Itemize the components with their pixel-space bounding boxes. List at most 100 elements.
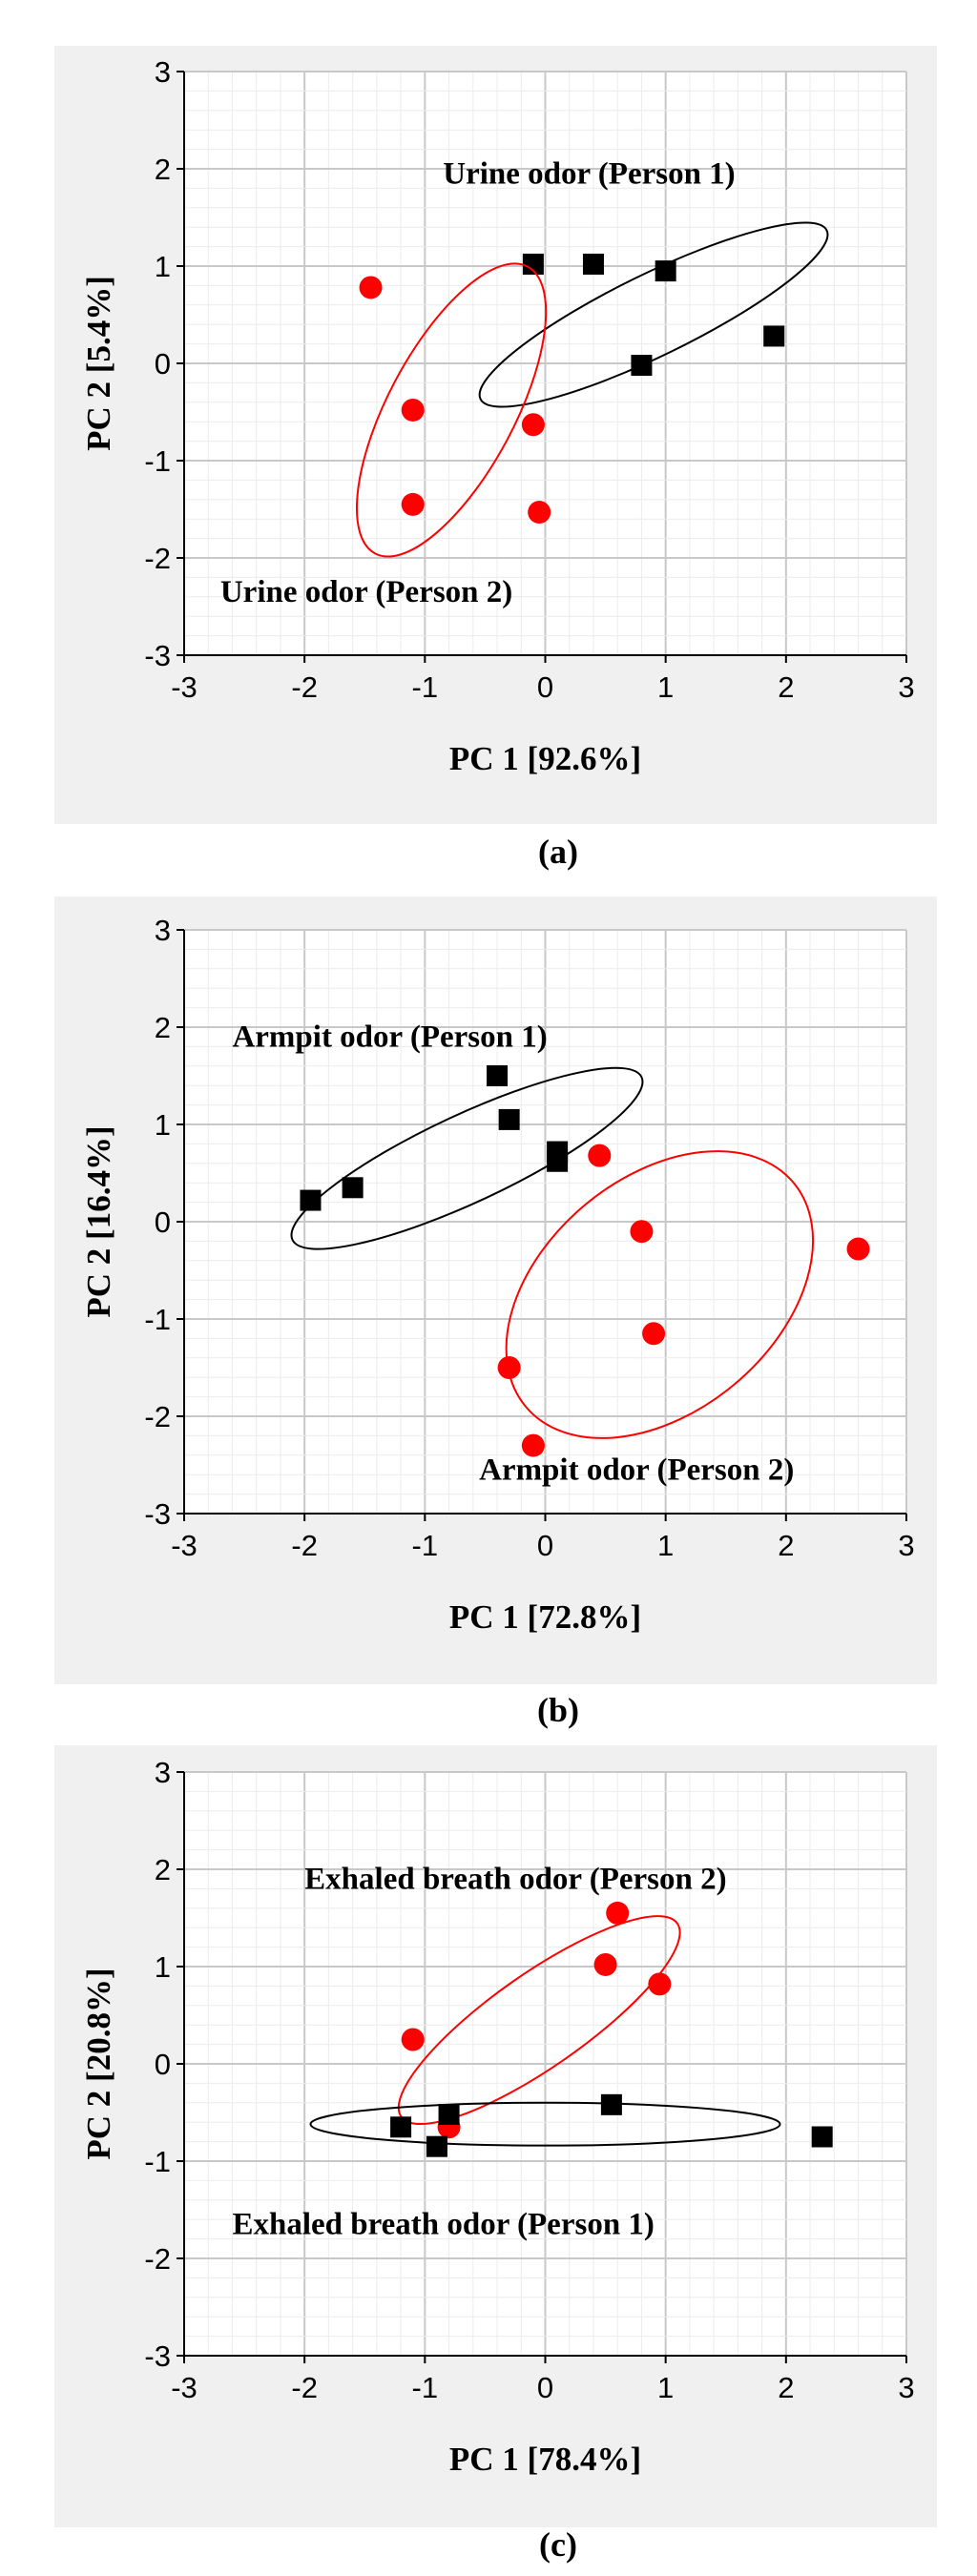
chart-panel-1: -3 -2 -1 0 1 2 3 -3 -2 -1 0 1 2 3 PC 1 [72.8%] PC 2 [16… [54,896,937,1729]
x-tick-label: -1 [412,1529,439,1562]
cluster-annotation: Armpit odor (Person 1) [232,1020,547,1054]
x-tick-label: 0 [537,1529,553,1562]
data-point-square [600,2093,622,2115]
data-point-circle [401,2028,425,2051]
data-point-circle [846,1237,870,1261]
series-1 [309,2093,833,2157]
x-axis-label: PC 1 [72.8%] [449,1598,641,1636]
series-1 [355,262,551,558]
data-point-circle [606,1901,630,1925]
y-tick-label: 2 [155,1853,171,1886]
y-tick-label: -3 [144,639,171,672]
data-point-square [438,2104,460,2126]
data-point-square [390,2116,412,2138]
y-tick-label: 3 [155,914,171,947]
data-point-circle [401,398,425,422]
series-0 [290,1065,644,1250]
chart-panel-0: -3 -2 -1 0 1 2 3 -3 -2 -1 0 1 2 3 PC 1 [92.6%] PC 2 [5.… [54,46,937,871]
x-tick-label: 1 [657,1529,674,1562]
y-tick-label: 0 [155,1206,171,1239]
data-point-square [631,355,653,377]
cluster-annotation: Exhaled breath odor (Person 1) [232,2208,654,2242]
series-1 [497,1144,870,1457]
x-tick-label: -1 [412,2371,439,2404]
data-point-square [655,260,676,282]
y-tick-label: 1 [155,1950,171,1984]
x-axis-label: PC 1 [78.4%] [449,2441,641,2478]
y-tick-label: 0 [155,2048,171,2081]
y-tick-label: 2 [155,1011,171,1044]
y-tick-label: -1 [144,444,171,478]
data-point-square [582,253,604,275]
data-point-circle [497,1356,521,1379]
x-tick-label: -3 [171,2371,197,2404]
data-point-square [498,1108,520,1130]
x-tick-label: -3 [171,670,197,704]
y-tick-label: 1 [155,1108,171,1142]
y-tick-label: -2 [144,542,171,575]
x-tick-label: 3 [898,2371,914,2404]
y-axis-label: PC 2 [16.4%] [80,1125,117,1317]
y-axis-label: PC 2 [20.8%] [80,1968,117,2159]
y-tick-label: -1 [144,1303,171,1336]
y-tick-label: 3 [155,55,171,89]
x-tick-label: -3 [171,1529,197,1562]
confidence-ellipse [309,2101,781,2147]
panel-caption: (a) [538,833,578,871]
y-tick-label: -1 [144,2145,171,2178]
x-tick-label: 2 [778,2371,794,2404]
x-tick-label: 2 [778,1529,794,1562]
y-tick-label: -2 [144,1400,171,1433]
y-tick-label: -3 [144,1497,171,1531]
y-tick-label: 0 [155,347,171,381]
confidence-ellipse [478,221,829,408]
x-tick-label: -1 [412,670,439,704]
data-point-circle [528,501,551,525]
data-point-square [426,2135,447,2157]
y-tick-label: -2 [144,2242,171,2276]
data-point-square [763,325,785,347]
x-tick-label: -2 [291,670,318,704]
data-point-square [342,1177,364,1199]
y-tick-label: 3 [155,1756,171,1789]
data-point-square [300,1189,322,1211]
y-tick-label: 2 [155,153,171,186]
y-tick-label: -3 [144,2339,171,2373]
series-0 [397,1901,681,2139]
data-point-square [522,253,544,275]
cluster-annotation: Exhaled breath odor (Person 2) [304,1862,726,1896]
data-point-circle [521,413,545,437]
cluster-annotation: Armpit odor (Person 2) [479,1453,794,1487]
data-point-square [487,1065,509,1086]
data-point-circle [593,1952,617,1976]
panel-caption: (b) [537,1691,579,1729]
x-tick-label: -2 [291,1529,318,1562]
data-point-circle [588,1144,612,1167]
confidence-ellipse [505,1150,815,1439]
data-point-circle [401,492,425,516]
x-tick-label: 1 [657,670,674,704]
data-point-circle [359,276,383,299]
x-tick-label: 2 [778,670,794,704]
data-point-square [547,1150,569,1172]
x-tick-label: -2 [291,2371,318,2404]
x-tick-label: 0 [537,670,553,704]
cluster-annotation: Urine odor (Person 1) [443,156,735,191]
cluster-annotation: Urine odor (Person 2) [220,575,512,609]
data-point-circle [648,1972,672,1996]
confidence-ellipse [355,262,548,558]
x-tick-label: 3 [898,1529,914,1562]
data-point-circle [521,1433,545,1457]
series-0 [478,221,829,408]
data-point-square [811,2126,833,2148]
y-axis-label: PC 2 [5.4%] [80,276,117,451]
y-tick-label: 1 [155,250,171,283]
data-point-circle [630,1220,654,1244]
x-tick-label: 1 [657,2371,674,2404]
chart-panel-2: -3 -2 -1 0 1 2 3 -3 -2 -1 0 1 2 3 PC 1 [78.4%] PC 2 [20… [54,1745,937,2564]
panel-caption: (c) [539,2525,577,2564]
confidence-ellipse [290,1066,644,1250]
x-tick-label: 3 [898,670,914,704]
x-tick-label: 0 [537,2371,553,2404]
